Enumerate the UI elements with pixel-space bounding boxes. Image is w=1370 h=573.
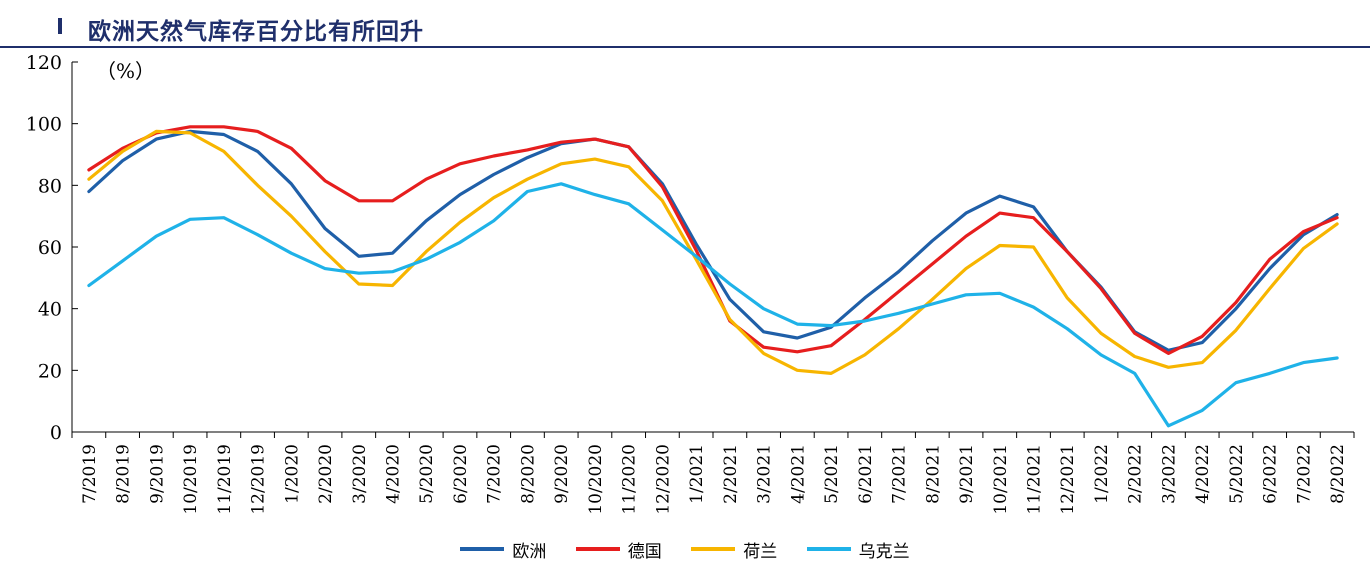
x-tick-label: 11/2021: [1025, 444, 1045, 515]
y-axis-labels: 0 20 40 60 80 100 120: [26, 52, 62, 444]
legend-label: 德国: [627, 541, 662, 562]
title-divider: [0, 46, 1370, 48]
x-axis-labels: 7/2019 8/2019 9/2019 10/2019 11/2019 12/2019 1…: [80, 444, 1348, 515]
x-tick-label: 8/2021: [923, 444, 943, 504]
x-tick-label: 5/2021: [822, 444, 842, 504]
legend-swatch-ukraine: [806, 547, 851, 551]
x-tick-label: 10/2020: [586, 444, 606, 515]
x-tick-label: 7/2021: [890, 444, 910, 504]
x-tick-label: 5/2022: [1227, 444, 1247, 504]
x-tick-label: 6/2022: [1261, 444, 1281, 504]
x-tick-label: 11/2019: [215, 444, 235, 515]
y-tick-label: 120: [26, 52, 62, 74]
legend-item-europe: 欧洲: [460, 537, 546, 562]
legend-label: 欧洲: [512, 541, 547, 562]
x-tick-label: 12/2020: [653, 444, 673, 515]
x-tick-label: 4/2021: [788, 444, 808, 504]
x-tick-label: 12/2019: [249, 444, 269, 515]
x-tick-label: 5/2020: [417, 444, 437, 504]
x-tick-label: 9/2019: [147, 444, 167, 504]
x-tick-label: 8/2019: [114, 444, 134, 504]
x-tick-label: 2/2020: [316, 444, 336, 504]
chart-legend: 欧洲 德国 荷兰 乌克兰: [0, 536, 1370, 562]
chart-axes: [71, 61, 1355, 438]
chart-title: 欧洲天然气库存百分比有所回升: [88, 18, 424, 45]
title-bar: 欧洲天然气库存百分比有所回升: [0, 0, 1370, 45]
series-line-netherlands: [87, 129, 1339, 375]
legend-item-ukraine: 乌克兰: [806, 537, 910, 562]
legend-label: 乌克兰: [858, 541, 910, 562]
y-tick-label: 20: [38, 360, 62, 382]
x-tick-label: 7/2019: [80, 444, 100, 504]
x-tick-label: 9/2020: [552, 444, 572, 504]
x-tick-label: 1/2020: [282, 444, 302, 504]
x-tick-label: 6/2020: [451, 444, 471, 504]
x-tick-label: 11/2020: [620, 444, 640, 515]
x-tick-label: 3/2021: [755, 444, 775, 504]
title-marker: [58, 18, 62, 34]
series-line-europe: [87, 129, 1339, 352]
x-tick-label: 1/2022: [1092, 444, 1112, 504]
y-tick-label: 60: [38, 237, 62, 259]
x-tick-label: 10/2021: [991, 444, 1011, 515]
y-tick-label: 0: [50, 422, 62, 444]
x-tick-label: 6/2021: [856, 444, 876, 504]
y-tick-label: 40: [38, 299, 62, 321]
y-tick-label: 100: [26, 114, 62, 136]
x-tick-label: 8/2020: [518, 444, 538, 504]
legend-label: 荷兰: [743, 541, 778, 562]
x-tick-label: 2/2022: [1126, 444, 1146, 504]
x-tick-label: 10/2019: [181, 444, 201, 515]
x-tick-label: 1/2021: [687, 444, 707, 504]
x-tick-label: 3/2022: [1159, 444, 1179, 504]
x-tick-label: 2/2021: [721, 444, 741, 504]
line-chart: 7/2019 8/2019 9/2019 10/2019 11/2019 12/2019 1…: [26, 52, 1355, 515]
x-tick-label: 3/2020: [350, 444, 370, 504]
legend-item-netherlands: 荷兰: [691, 537, 777, 562]
x-tick-label: 9/2021: [957, 444, 977, 504]
x-tick-label: 4/2020: [384, 444, 404, 504]
y-axis-unit-label: （%）: [96, 59, 155, 83]
series-line-germany: [87, 125, 1339, 355]
x-tick-label: 7/2020: [485, 444, 505, 504]
y-tick-label: 80: [38, 175, 62, 197]
legend-swatch-netherlands: [691, 547, 736, 551]
series-line-ukraine: [87, 182, 1339, 428]
legend-swatch-europe: [460, 547, 505, 551]
legend-swatch-germany: [575, 547, 620, 551]
x-tick-label: 8/2022: [1328, 444, 1348, 504]
chart-series: [87, 125, 1339, 428]
legend-item-germany: 德国: [575, 537, 662, 562]
x-tick-label: 12/2021: [1058, 444, 1078, 515]
x-tick-label: 4/2022: [1193, 444, 1213, 504]
x-tick-label: 7/2022: [1294, 444, 1314, 504]
